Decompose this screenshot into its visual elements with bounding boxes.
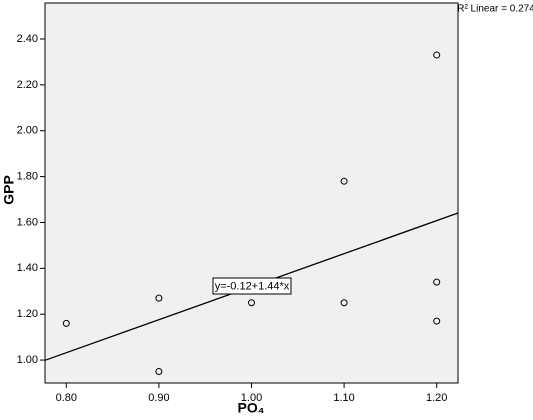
x-tick-label: 1.10: [333, 392, 354, 404]
data-point: [248, 299, 255, 307]
equation-label: y=-0.12+1.44*x: [215, 280, 290, 292]
x-axis-label: PO₄: [238, 400, 265, 416]
y-tick-label: 1.20: [17, 308, 38, 320]
equation-box: [212, 277, 292, 295]
y-tick-label: 2.00: [17, 125, 38, 137]
plot-area: [44, 2, 459, 384]
y-tick-label: 1.80: [17, 171, 38, 183]
data-point: [155, 368, 163, 376]
r-squared-annotation: R² Linear = 0.274: [457, 4, 533, 15]
y-tick-label: 1.00: [17, 354, 38, 366]
y-tick-label: 1.60: [17, 216, 38, 228]
data-point: [433, 51, 441, 59]
data-point: [155, 294, 163, 302]
y-tick-label: 1.40: [17, 262, 38, 274]
x-tick-label: 0.80: [56, 392, 77, 404]
data-point: [433, 317, 441, 325]
y-tick-label: 2.40: [17, 33, 38, 45]
x-tick-label: 0.90: [148, 392, 169, 404]
data-point: [340, 299, 348, 307]
y-tick-label: 2.20: [17, 79, 38, 91]
y-axis-label: GPP: [1, 175, 17, 205]
x-tick-label: 1.00: [241, 392, 262, 404]
data-point: [340, 177, 348, 185]
data-point: [62, 319, 70, 327]
data-point: [433, 278, 441, 286]
x-tick-label: 1.20: [426, 392, 447, 404]
